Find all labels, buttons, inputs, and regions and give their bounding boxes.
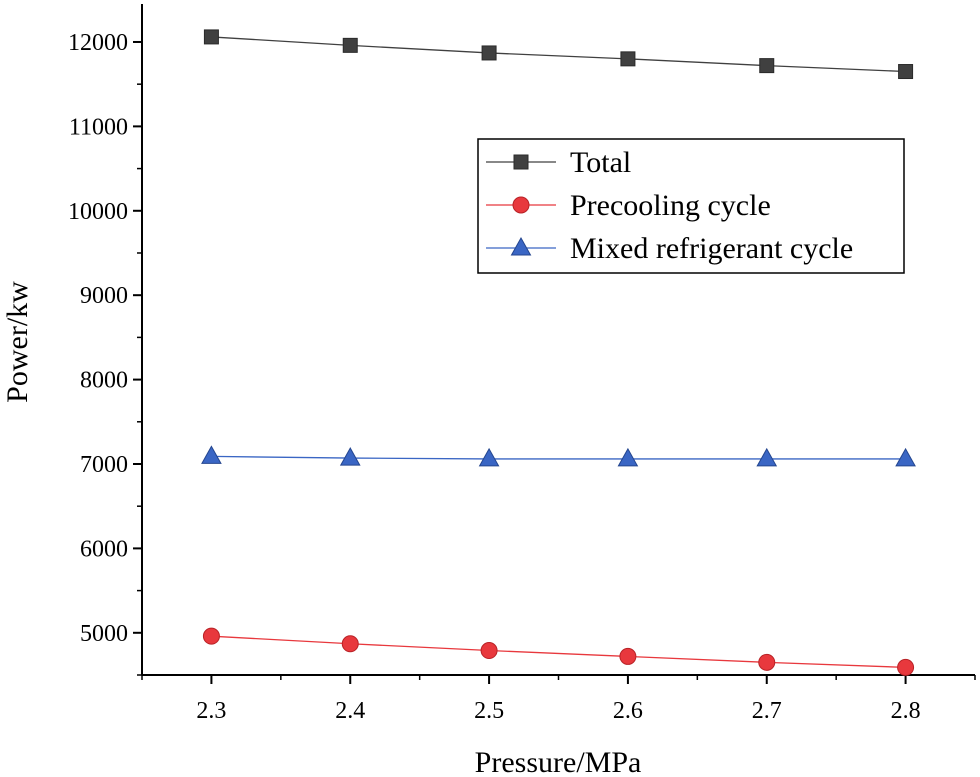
data-point <box>339 447 361 466</box>
y-tick-label: 10000 <box>68 199 128 225</box>
y-tick-label: 6000 <box>80 536 128 562</box>
legend-marker <box>510 236 532 256</box>
series-line <box>211 455 906 460</box>
x-axis-title: Pressure/MPa <box>475 746 642 777</box>
data-point <box>202 627 220 645</box>
data-point <box>478 447 500 467</box>
data-point <box>756 447 778 467</box>
legend-marker <box>513 154 529 170</box>
data-point <box>481 45 497 61</box>
data-point <box>619 647 637 665</box>
y-tick-label: 5000 <box>80 621 128 647</box>
x-tick-label: 2.3 <box>196 698 226 724</box>
axes: 2.3 2.4 2.5 2.6 2.7 2.8 5000 6000 7000 8000 9000 10… <box>68 4 976 724</box>
x-tick-label: 2.8 <box>891 698 921 724</box>
x-tick-label: 2.6 <box>613 698 643 724</box>
x-tick-label: 2.5 <box>474 698 504 724</box>
y-axis-title: Power/kw <box>1 281 34 403</box>
legend-label: Total <box>570 146 631 179</box>
x-tick-label: 2.7 <box>752 698 782 724</box>
series-line <box>211 635 906 669</box>
data-point <box>759 58 775 74</box>
data-point <box>201 445 222 464</box>
legend-box <box>477 138 905 274</box>
y-tick-label: 8000 <box>80 368 128 394</box>
x-tick-label: 2.4 <box>335 698 365 724</box>
y-tick-label: 12000 <box>68 30 128 56</box>
series-mixed-refrigerant-cycle <box>201 445 916 467</box>
data-point <box>898 64 914 80</box>
series-layer <box>201 29 916 676</box>
series-total <box>203 29 914 80</box>
data-point <box>620 51 636 67</box>
legend-marker <box>512 196 530 214</box>
data-point <box>203 29 219 45</box>
legend-label: Mixed refrigerant cycle <box>570 232 853 265</box>
data-point <box>895 447 916 467</box>
series-precooling-cycle <box>202 627 915 676</box>
data-point <box>341 635 359 653</box>
data-point <box>617 447 639 467</box>
data-point <box>897 658 915 676</box>
legend: Total Precooling cycle Mixed refrigerant c… <box>477 138 905 274</box>
y-tick-label: 11000 <box>69 114 128 140</box>
data-point <box>480 642 498 660</box>
y-tick-label: 7000 <box>80 452 128 478</box>
y-tick-label: 9000 <box>80 283 128 309</box>
data-point <box>342 37 358 53</box>
data-point <box>758 653 776 671</box>
legend-label: Precooling cycle <box>570 189 771 222</box>
series-line <box>211 36 906 73</box>
